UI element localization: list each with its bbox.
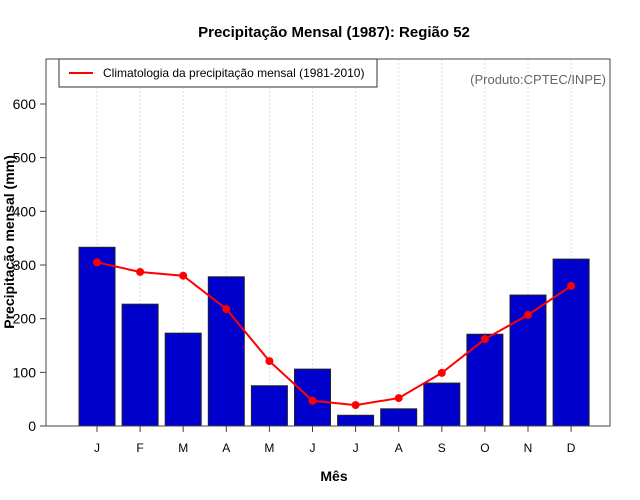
- bar-a-3: [207, 276, 245, 427]
- bar-a-7: [380, 408, 418, 427]
- climatology-point: [394, 394, 403, 403]
- x-tick-label: A: [395, 441, 403, 455]
- climatology-polyline: [96, 261, 572, 407]
- x-tick-label: D: [567, 441, 576, 455]
- x-tick-label: A: [222, 441, 230, 455]
- climatology-line: [93, 258, 576, 410]
- climatology-point: [351, 401, 360, 410]
- bar-m-4: [250, 385, 288, 427]
- climatology-point: [136, 267, 145, 276]
- x-tick-label: F: [136, 441, 143, 455]
- y-tick-label: 500: [13, 150, 37, 166]
- y-tick-label: 100: [13, 364, 37, 380]
- climatology-point: [308, 396, 317, 405]
- chart-title: Precipitação Mensal (1987): Região 52: [198, 24, 470, 41]
- credit-annotation: (Produto:CPTEC/INPE): [470, 72, 606, 87]
- x-tick-label: J: [310, 441, 316, 455]
- y-tick-label: 200: [13, 311, 37, 327]
- bar-j-0: [78, 246, 116, 427]
- climatology-point: [93, 258, 101, 267]
- y-axis-label: Precipitação mensal (mm): [1, 155, 17, 329]
- y-axis: 0 100 200 300 400 500 600: [13, 96, 47, 434]
- climatology-point: [265, 357, 274, 366]
- x-tick-label: S: [438, 441, 446, 455]
- y-tick-label: 400: [13, 203, 37, 219]
- x-tick-label: M: [178, 441, 188, 455]
- climatology-point: [567, 281, 576, 290]
- y-tick-label: 0: [28, 418, 36, 434]
- bar-j-6: [337, 414, 375, 427]
- climatology-point: [480, 335, 489, 344]
- bar-m-2: [164, 332, 202, 427]
- x-tick-label: J: [353, 441, 359, 455]
- climatology-point: [524, 310, 532, 319]
- climatology-point: [179, 271, 188, 280]
- x-axis-label: Mês: [320, 468, 347, 484]
- bar-f-1: [121, 303, 159, 427]
- y-tick-label: 600: [13, 96, 37, 112]
- x-tick-label: M: [264, 441, 274, 455]
- y-tick-label: 300: [13, 257, 37, 273]
- legend-box: [58, 58, 378, 88]
- climatology-point: [222, 305, 231, 314]
- legend: Climatologia da precipitação mensal (198…: [58, 58, 378, 88]
- x-tick-label: O: [480, 441, 489, 455]
- x-tick-label: N: [524, 441, 533, 455]
- bars: [78, 246, 590, 427]
- legend-label: Climatologia da precipitação mensal (198…: [103, 66, 364, 80]
- bar-s-8: [423, 382, 461, 427]
- x-tick-label: J: [94, 441, 100, 455]
- climatology-point: [437, 368, 446, 377]
